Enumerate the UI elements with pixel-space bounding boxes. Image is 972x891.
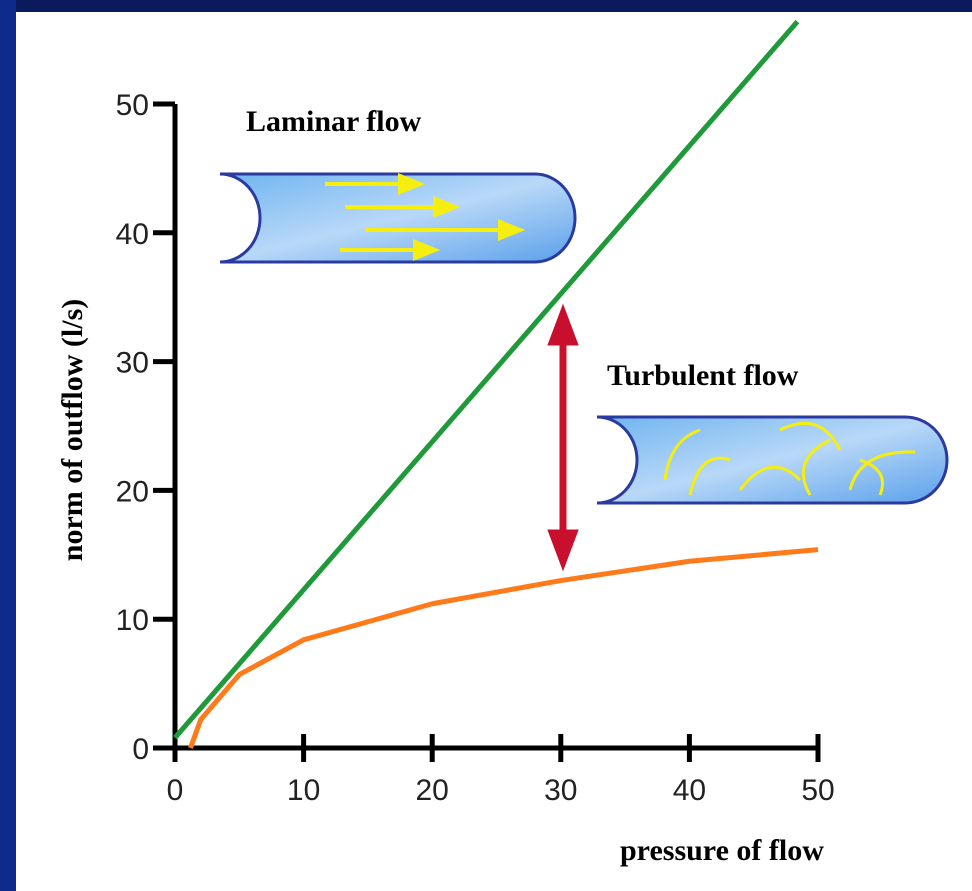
x-tick-label: 20 bbox=[416, 774, 449, 807]
data-line bbox=[173, 19, 800, 740]
turbulent-pipe bbox=[596, 415, 949, 505]
data-line bbox=[188, 547, 819, 749]
x-tick-label: 30 bbox=[544, 774, 577, 807]
y-tick-label: 0 bbox=[132, 733, 149, 766]
y-tick-label: 30 bbox=[116, 347, 149, 380]
x-tick-label: 0 bbox=[167, 774, 184, 807]
top-band bbox=[0, 0, 972, 12]
gap-arrow bbox=[547, 303, 579, 572]
x-tick-label: 50 bbox=[801, 774, 834, 807]
annotation: Laminar flow bbox=[246, 105, 422, 138]
y-tick-label: 20 bbox=[116, 475, 149, 508]
x-tick-label: 10 bbox=[287, 774, 320, 807]
x-tick-label: 40 bbox=[673, 774, 706, 807]
y-axis-label: norm of outflow (l/s) bbox=[56, 299, 89, 561]
annotation: Turbulent flow bbox=[607, 359, 799, 392]
laminar-pipe bbox=[219, 172, 577, 264]
y-tick-label: 50 bbox=[116, 89, 149, 122]
left-band bbox=[0, 0, 16, 891]
y-tick-label: 40 bbox=[116, 218, 149, 251]
y-tick-label: 10 bbox=[116, 604, 149, 637]
x-axis-label: pressure of flow bbox=[620, 834, 824, 867]
